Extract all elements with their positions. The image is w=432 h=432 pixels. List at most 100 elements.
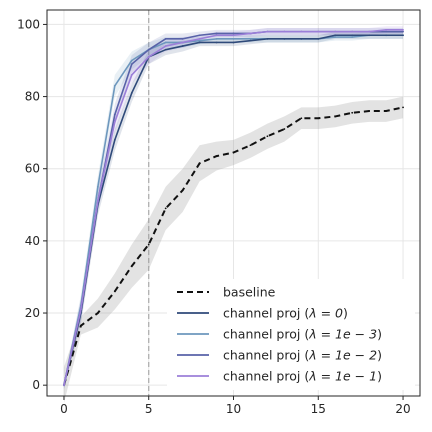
series-4-point <box>198 37 201 40</box>
series-4-point <box>181 41 184 44</box>
legend-label: baseline <box>223 285 276 300</box>
series-1-point <box>164 48 167 51</box>
band-series-0 <box>63 96 404 404</box>
y-tick-label: 100 <box>17 17 40 31</box>
legend-label-suffix: ) <box>377 369 382 384</box>
axis-ticks: 0 5 10 15 20 0 20 40 60 80 100 <box>17 17 411 416</box>
series-1-point <box>334 34 337 37</box>
series-3-point <box>147 48 150 51</box>
legend-label-prefix: channel proj ( <box>223 369 309 384</box>
legend-box <box>167 279 415 390</box>
series-1-point <box>368 34 371 37</box>
series-4-point <box>300 30 303 33</box>
series-4-point <box>113 120 116 123</box>
series-2-point <box>96 185 99 188</box>
series-0-point <box>283 128 286 130</box>
series-2-point <box>249 37 252 40</box>
series-1-point <box>266 37 269 40</box>
series-0-point <box>80 324 82 327</box>
series-0-point <box>317 117 320 120</box>
series-4-point <box>249 32 252 35</box>
x-tick-label: 5 <box>145 402 153 416</box>
y-tick-label: 60 <box>25 162 40 176</box>
legend-label-suffix: ) <box>377 348 382 363</box>
series-4-point <box>283 30 286 33</box>
confidence-bands <box>63 26 404 404</box>
series-4-point <box>130 74 133 76</box>
legend-label-suffix: ) <box>343 306 348 321</box>
series-3-point <box>130 63 133 66</box>
legend-label-math: λ = 0 <box>308 306 343 321</box>
series-1-point <box>113 138 116 141</box>
series-4-point <box>368 30 371 33</box>
series-4-point <box>164 45 167 47</box>
series-3-point <box>402 30 404 33</box>
series-4-point <box>96 200 99 203</box>
legend-label-prefix: channel proj ( <box>223 306 309 321</box>
series-4-point <box>334 30 337 33</box>
series-0-point <box>147 243 150 246</box>
series-0-point <box>181 189 184 192</box>
series-1-point <box>232 41 235 44</box>
series-4-point <box>351 30 354 33</box>
legend-label-math: λ = 1e − 2 <box>308 348 377 363</box>
series-0-point <box>130 265 133 268</box>
legend-label: channel proj (λ = 1e − 3) <box>223 327 382 342</box>
series-4-point <box>63 384 65 387</box>
series-2-point <box>334 36 337 38</box>
series-4-point <box>215 34 218 37</box>
series-1-point <box>351 34 354 37</box>
series-0-point <box>215 155 218 158</box>
legend-label-prefix: channel proj ( <box>223 348 309 363</box>
series-1-point <box>249 39 252 42</box>
series-0-point <box>402 106 404 109</box>
series-1-point <box>130 92 133 94</box>
series-4-point <box>385 28 387 31</box>
series-4-point <box>80 308 82 311</box>
series-3-point <box>215 32 218 35</box>
series-4-point <box>266 30 269 33</box>
legend-label: channel proj (λ = 1e − 2) <box>223 348 382 363</box>
series-4-point <box>232 34 235 37</box>
y-tick-label: 0 <box>32 378 40 392</box>
series-4-point <box>147 56 150 58</box>
series-3-point <box>385 30 387 33</box>
series-0-point <box>368 110 371 112</box>
series-0-point <box>96 312 99 314</box>
legend-label: channel proj (λ = 1e − 1) <box>223 369 382 384</box>
legend-label-math: λ = 1e − 1 <box>308 369 377 384</box>
x-tick-label: 10 <box>226 402 241 416</box>
series-lines <box>62 28 404 387</box>
series-2-point <box>130 59 133 62</box>
legend-label: channel proj (λ = 0) <box>223 306 348 321</box>
series-0-point <box>113 290 116 293</box>
legend-label-math: λ = 1e − 3 <box>308 327 377 342</box>
series-3-point <box>181 37 184 40</box>
series-0-point <box>164 207 167 210</box>
series-2-point <box>164 41 167 44</box>
series-2-point <box>198 39 201 42</box>
y-tick-label: 40 <box>25 234 40 248</box>
legend-label-suffix: ) <box>377 327 382 342</box>
series-1-point <box>402 34 404 37</box>
legend-label-prefix: channel proj ( <box>223 327 309 342</box>
series-1-point <box>215 41 218 44</box>
x-tick-label: 20 <box>395 402 410 416</box>
x-tick-label: 15 <box>311 402 326 416</box>
series-0-point <box>198 162 201 165</box>
series-1-point <box>198 41 201 44</box>
series-4-point <box>317 30 320 33</box>
series-0-point <box>249 144 252 147</box>
series-2-point <box>215 37 218 40</box>
series-2-point <box>351 36 354 38</box>
y-tick-label: 80 <box>25 90 40 104</box>
series-2-point <box>232 37 235 40</box>
y-tick-label: 20 <box>25 306 40 320</box>
series-1-point <box>317 37 320 40</box>
series-1-point <box>181 45 184 47</box>
series-1-point <box>300 37 303 40</box>
series-3-point <box>164 37 167 40</box>
series-3-point <box>232 32 235 35</box>
